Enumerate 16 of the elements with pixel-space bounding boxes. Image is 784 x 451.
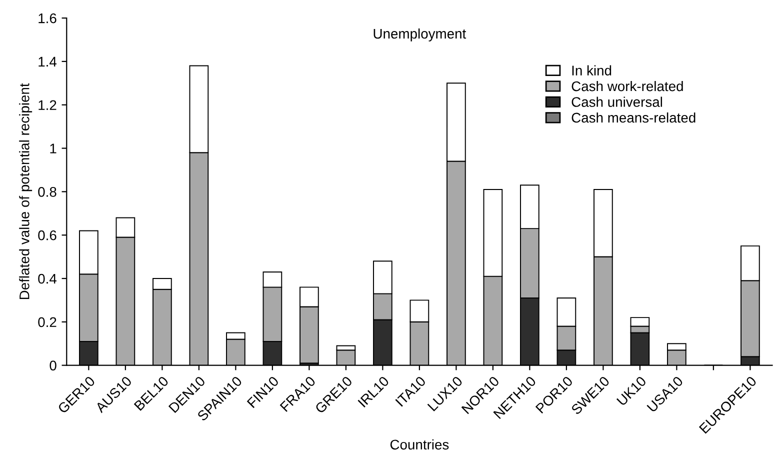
- y-tick-label: 1.2: [38, 100, 56, 110]
- y-tick-label: 0.2: [38, 317, 56, 328]
- legend-label: In kind: [572, 65, 612, 76]
- y-tick-label: 0: [50, 360, 56, 370]
- legend-label: Cash means-related: [572, 112, 696, 123]
- y-tick-label: 0.6: [38, 230, 56, 240]
- y-tick-label: 1: [50, 144, 56, 154]
- y-tick-label: 1.6: [38, 13, 56, 24]
- y-tick-label: 0.4: [38, 274, 57, 284]
- y-tick-label: 1.4: [38, 56, 57, 66]
- x-axis-title: Countries: [390, 439, 449, 450]
- legend-label: Cash work-related: [572, 80, 683, 92]
- legend-label: Cash universal: [572, 96, 662, 107]
- text: Unemployment: [374, 28, 466, 42]
- y-tick-label: 0.8: [38, 187, 56, 197]
- y-axis-title: Deflated value of potential recipient: [19, 83, 32, 300]
